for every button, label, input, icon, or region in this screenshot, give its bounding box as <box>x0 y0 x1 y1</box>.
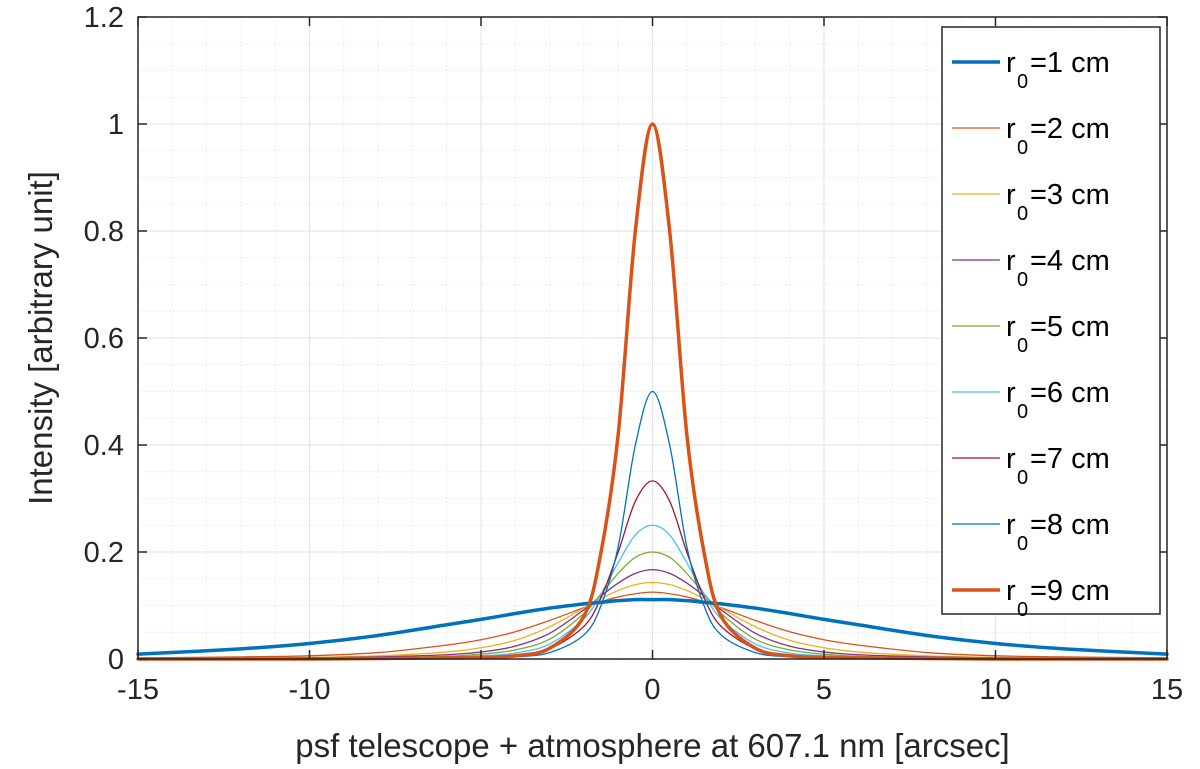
legend-label-sub: 0 <box>1017 467 1028 489</box>
legend-label-main: r <box>1006 245 1016 277</box>
y-tick-label: 0.2 <box>84 537 124 569</box>
legend-label-rest: =8 cm <box>1030 509 1110 541</box>
legend-label-rest: =5 cm <box>1030 311 1110 343</box>
legend-label-sub: 0 <box>1017 71 1028 93</box>
x-tick-label: 0 <box>644 674 660 706</box>
legend-label-main: r <box>1006 443 1016 475</box>
x-axis-title: psf telescope + atmosphere at 607.1 nm [… <box>295 727 1009 764</box>
legend-label-main: r <box>1006 47 1016 79</box>
axis-ticks <box>137 16 1168 660</box>
y-tick-label: 0 <box>108 644 124 676</box>
legend-box <box>941 26 1161 615</box>
legend-label-sub: 0 <box>1017 269 1028 291</box>
legend-label-sub: 0 <box>1017 203 1028 225</box>
legend-label-sub: 0 <box>1017 137 1028 159</box>
x-tick-labels: -15 -10 -5 0 5 10 15 <box>117 674 1183 706</box>
series-line-2cm <box>137 591 1168 659</box>
x-tick-label: -10 <box>289 674 331 706</box>
y-tick-label: 0.8 <box>84 216 124 248</box>
series-line-3cm <box>137 581 1168 660</box>
legend-label-main: r <box>1006 311 1016 343</box>
series-line-4cm <box>137 569 1168 660</box>
y-tick-label: 1 <box>108 109 124 141</box>
legend-label-sub: 0 <box>1017 533 1028 555</box>
x-tick-label: -5 <box>468 674 494 706</box>
x-tick-label: -15 <box>117 674 159 706</box>
legend-label-main: r <box>1006 113 1016 145</box>
legend-label-rest: =1 cm <box>1030 47 1110 79</box>
legend-label-sub: 0 <box>1017 401 1028 423</box>
legend-label-sub: 0 <box>1017 335 1028 357</box>
x-tick-label: 10 <box>979 674 1011 706</box>
x-tick-label: 5 <box>816 674 832 706</box>
legend-label-rest: =3 cm <box>1030 179 1110 211</box>
legend-label-main: r <box>1006 377 1016 409</box>
y-axis-title: Intensity [arbitrary unit] <box>22 171 59 505</box>
x-tick-label: 15 <box>1151 674 1183 706</box>
series-line-9cm <box>136 122 1169 661</box>
legend-label-main: r <box>1006 179 1016 211</box>
legend-label-rest: =4 cm <box>1030 245 1110 277</box>
legend-label-main: r <box>1006 575 1016 607</box>
legend-label-rest: =2 cm <box>1030 113 1110 145</box>
legend-label-rest: =9 cm <box>1030 575 1110 607</box>
y-tick-label: 0.6 <box>84 323 124 355</box>
legend-label-main: r <box>1006 509 1016 541</box>
y-tick-label: 1.2 <box>84 2 124 34</box>
legend-label-sub: 0 <box>1017 599 1028 621</box>
y-tick-labels: 0 0.2 0.4 0.6 0.8 1 1.2 <box>84 2 124 676</box>
legend-label-rest: =6 cm <box>1030 377 1110 409</box>
series-line-1cm <box>136 597 1169 656</box>
legend-label-rest: =7 cm <box>1030 443 1110 475</box>
y-tick-label: 0.4 <box>84 430 124 462</box>
